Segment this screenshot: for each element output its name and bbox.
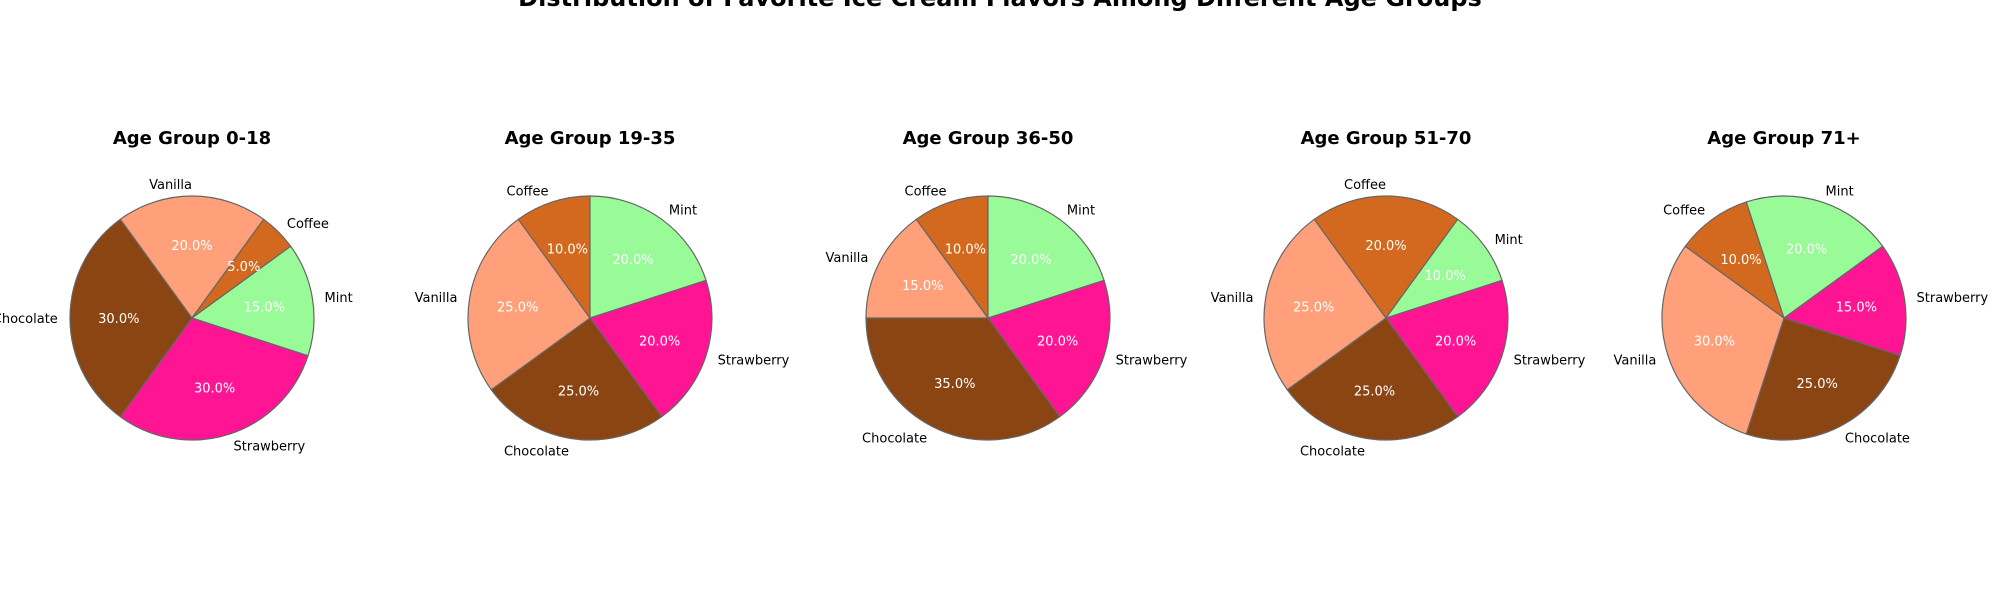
pie-slice-age-group-71-strawberry xyxy=(1782,245,1907,357)
slice-label-age-group-71-mint: Mint xyxy=(1826,184,1854,199)
slice-label-age-group-19-35-mint: Mint xyxy=(669,203,697,218)
pie-slice-age-group-0-18-vanilla xyxy=(119,195,265,320)
pct-label-age-group-0-18-chocolate: 30.0% xyxy=(98,312,139,327)
pie-slice-age-group-36-50-vanilla xyxy=(865,218,990,319)
pie-slice-age-group-19-35-mint xyxy=(589,195,707,319)
slice-label-age-group-51-70-chocolate: Chocolate xyxy=(1300,445,1365,460)
pct-label-age-group-71-coffee: 10.0% xyxy=(1720,253,1761,268)
pct-label-age-group-71-chocolate: 25.0% xyxy=(1797,377,1838,392)
slice-label-age-group-51-70-mint: Mint xyxy=(1495,233,1523,248)
slice-label-age-group-0-18-mint: Mint xyxy=(325,291,353,306)
slice-label-age-group-51-70-strawberry: Strawberry xyxy=(1514,354,1586,369)
slice-label-age-group-36-50-chocolate: Chocolate xyxy=(862,432,927,447)
pie-slice-age-group-51-70-coffee xyxy=(1313,195,1459,320)
slice-label-age-group-19-35-coffee: Coffee xyxy=(507,184,549,199)
pct-label-age-group-0-18-strawberry: 30.0% xyxy=(194,382,235,397)
slice-label-age-group-71-coffee: Coffee xyxy=(1663,203,1705,218)
pct-label-age-group-36-50-mint: 20.0% xyxy=(1010,253,1051,268)
slice-label-age-group-36-50-mint: Mint xyxy=(1067,203,1095,218)
pie-slice-age-group-19-35-vanilla xyxy=(467,218,591,391)
pct-label-age-group-51-70-chocolate: 25.0% xyxy=(1354,384,1395,399)
pie-charts-group: Age Group 0-18 30.0% Strawberry 30.0% Chocol… xyxy=(0,128,1989,460)
pct-label-age-group-71-vanilla: 30.0% xyxy=(1694,335,1735,350)
pie-slice-age-group-71-vanilla xyxy=(1661,245,1785,435)
pct-label-age-group-19-35-chocolate: 25.0% xyxy=(558,384,599,399)
slice-label-age-group-0-18-strawberry: Strawberry xyxy=(234,440,306,455)
pie-slice-age-group-36-50-coffee xyxy=(915,195,989,320)
pie-slice-age-group-51-70-strawberry xyxy=(1385,279,1509,418)
pct-label-age-group-51-70-strawberry: 20.0% xyxy=(1435,335,1476,350)
slice-label-age-group-0-18-chocolate: Chocolate xyxy=(0,312,58,327)
slice-label-age-group-36-50-coffee: Coffee xyxy=(905,184,947,199)
pie-slice-age-group-51-70-vanilla xyxy=(1263,218,1387,391)
pct-label-age-group-51-70-vanilla: 25.0% xyxy=(1293,301,1334,316)
pct-label-age-group-51-70-coffee: 20.0% xyxy=(1365,239,1406,254)
slice-label-age-group-71-chocolate: Chocolate xyxy=(1845,432,1910,447)
pie-slice-age-group-71-mint xyxy=(1745,195,1884,319)
pct-label-age-group-71-mint: 20.0% xyxy=(1786,242,1827,257)
pie-slice-age-group-51-70-mint xyxy=(1384,218,1503,320)
slice-label-age-group-36-50-vanilla: Vanilla xyxy=(825,251,868,266)
pct-label-age-group-19-35-mint: 20.0% xyxy=(612,253,653,268)
pie-slice-age-group-36-50-mint xyxy=(987,195,1105,319)
pie-title-age-group-51-70: Age Group 51-70 xyxy=(1301,128,1472,149)
pie-age-group-36-50: Age Group 36-50 20.0% Strawberry 35.0% Choco… xyxy=(825,128,1187,447)
figure-title: Distribution of Favorite Ice Cream Flavo… xyxy=(518,0,1482,12)
pct-label-age-group-36-50-strawberry: 20.0% xyxy=(1037,335,1078,350)
pie-slice-age-group-36-50-strawberry xyxy=(987,279,1111,418)
pie-age-group-71: Age Group 71+ 15.0% Strawberry 25.0% Chocola… xyxy=(1613,128,1988,447)
pie-age-group-0-18: Age Group 0-18 30.0% Strawberry 30.0% Chocol… xyxy=(0,128,353,455)
pie-age-group-51-70: Age Group 51-70 20.0% Strawberry 25.0% Choco… xyxy=(1211,128,1586,460)
pct-label-age-group-19-35-coffee: 10.0% xyxy=(547,242,588,257)
pie-title-age-group-0-18: Age Group 0-18 xyxy=(113,128,271,149)
pie-slice-age-group-36-50-chocolate xyxy=(865,317,1061,441)
slice-label-age-group-19-35-chocolate: Chocolate xyxy=(504,445,569,460)
pct-label-age-group-36-50-chocolate: 35.0% xyxy=(934,377,975,392)
slice-label-age-group-19-35-strawberry: Strawberry xyxy=(718,354,790,369)
slice-label-age-group-19-35-vanilla: Vanilla xyxy=(415,291,458,306)
pct-label-age-group-36-50-coffee: 10.0% xyxy=(945,242,986,257)
slice-label-age-group-71-strawberry: Strawberry xyxy=(1917,291,1989,306)
pie-slice-age-group-71-coffee xyxy=(1684,201,1786,320)
pie-slice-age-group-19-35-coffee xyxy=(517,195,591,320)
pie-slice-age-group-51-70-chocolate xyxy=(1286,317,1459,441)
pct-label-age-group-36-50-vanilla: 15.0% xyxy=(902,279,943,294)
pct-label-age-group-0-18-vanilla: 20.0% xyxy=(171,239,212,254)
pie-slice-age-group-19-35-strawberry xyxy=(589,279,713,418)
slice-label-age-group-51-70-coffee: Coffee xyxy=(1344,178,1386,193)
pie-slice-age-group-71-chocolate xyxy=(1745,317,1901,441)
pct-label-age-group-19-35-vanilla: 25.0% xyxy=(497,301,538,316)
pct-label-age-group-0-18-mint: 15.0% xyxy=(244,301,285,316)
pie-slice-age-group-0-18-chocolate xyxy=(69,218,193,418)
pct-label-age-group-19-35-strawberry: 20.0% xyxy=(639,335,680,350)
pct-label-age-group-0-18-coffee: 5.0% xyxy=(227,260,260,275)
slice-label-age-group-71-vanilla: Vanilla xyxy=(1613,354,1656,369)
pie-title-age-group-71: Age Group 71+ xyxy=(1707,128,1860,149)
pct-label-age-group-71-strawberry: 15.0% xyxy=(1836,301,1877,316)
pie-slice-age-group-0-18-strawberry xyxy=(119,317,309,441)
pie-slice-age-group-0-18-mint xyxy=(190,245,315,357)
slice-label-age-group-0-18-coffee: Coffee xyxy=(287,217,329,232)
slice-label-age-group-51-70-vanilla: Vanilla xyxy=(1211,291,1254,306)
slice-label-age-group-0-18-vanilla: Vanilla xyxy=(149,178,192,193)
pie-title-age-group-19-35: Age Group 19-35 xyxy=(505,128,676,149)
pie-age-group-19-35: Age Group 19-35 20.0% Strawberry 25.0% Choco… xyxy=(415,128,790,460)
pie-title-age-group-36-50: Age Group 36-50 xyxy=(903,128,1074,149)
pct-label-age-group-51-70-mint: 10.0% xyxy=(1425,269,1466,284)
slice-label-age-group-36-50-strawberry: Strawberry xyxy=(1116,354,1188,369)
pie-slice-age-group-19-35-chocolate xyxy=(490,317,663,441)
